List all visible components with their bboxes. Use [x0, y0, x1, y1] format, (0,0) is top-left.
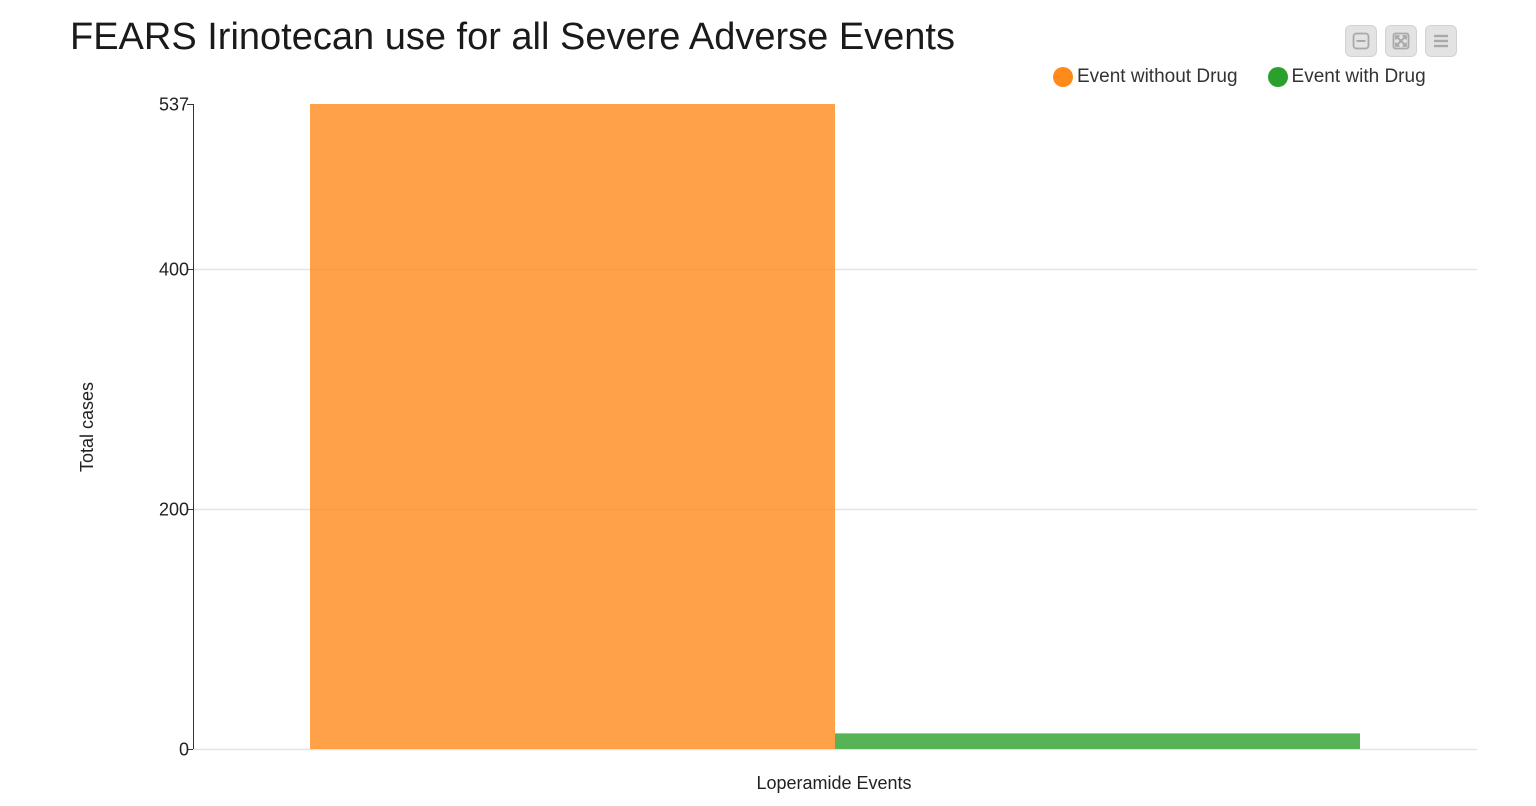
- y-axis-ticks: 0 200 400 537: [159, 95, 193, 760]
- chart-legend: Event without Drug Event with Drug: [1053, 66, 1426, 88]
- legend-swatch-event-without-drug: [1053, 67, 1073, 87]
- fullscreen-icon: [1392, 32, 1410, 50]
- legend-swatch-event-with-drug: [1267, 67, 1288, 87]
- legend-label-event-without-drug: Event without Drug: [1077, 66, 1238, 87]
- y-axis-title: Total cases: [77, 382, 97, 472]
- menu-icon: [1434, 34, 1448, 48]
- y-tick-label: 400: [159, 260, 189, 280]
- legend-label-event-with-drug: Event with Drug: [1291, 66, 1426, 87]
- y-tick-label: 0: [179, 740, 189, 760]
- bar-event-without-drug[interactable]: [310, 104, 835, 749]
- legend-item-event-without-drug[interactable]: Event without Drug: [1053, 66, 1238, 88]
- bars: [310, 104, 1360, 749]
- bar-event-with-drug[interactable]: [835, 733, 1360, 749]
- minimize-button[interactable]: [1345, 25, 1377, 57]
- x-axis-title: Loperamide Events: [756, 773, 911, 793]
- chart-title: FEARS Irinotecan use for all Severe Adve…: [70, 16, 955, 58]
- y-tick-label: 537: [159, 95, 189, 115]
- y-tick-label: 200: [159, 500, 189, 520]
- legend-item-event-with-drug[interactable]: Event with Drug: [1267, 66, 1426, 88]
- menu-button[interactable]: [1425, 25, 1457, 57]
- chart-toolbar: [1345, 25, 1457, 57]
- minimize-icon: [1352, 32, 1370, 50]
- fullscreen-button[interactable]: [1385, 25, 1417, 57]
